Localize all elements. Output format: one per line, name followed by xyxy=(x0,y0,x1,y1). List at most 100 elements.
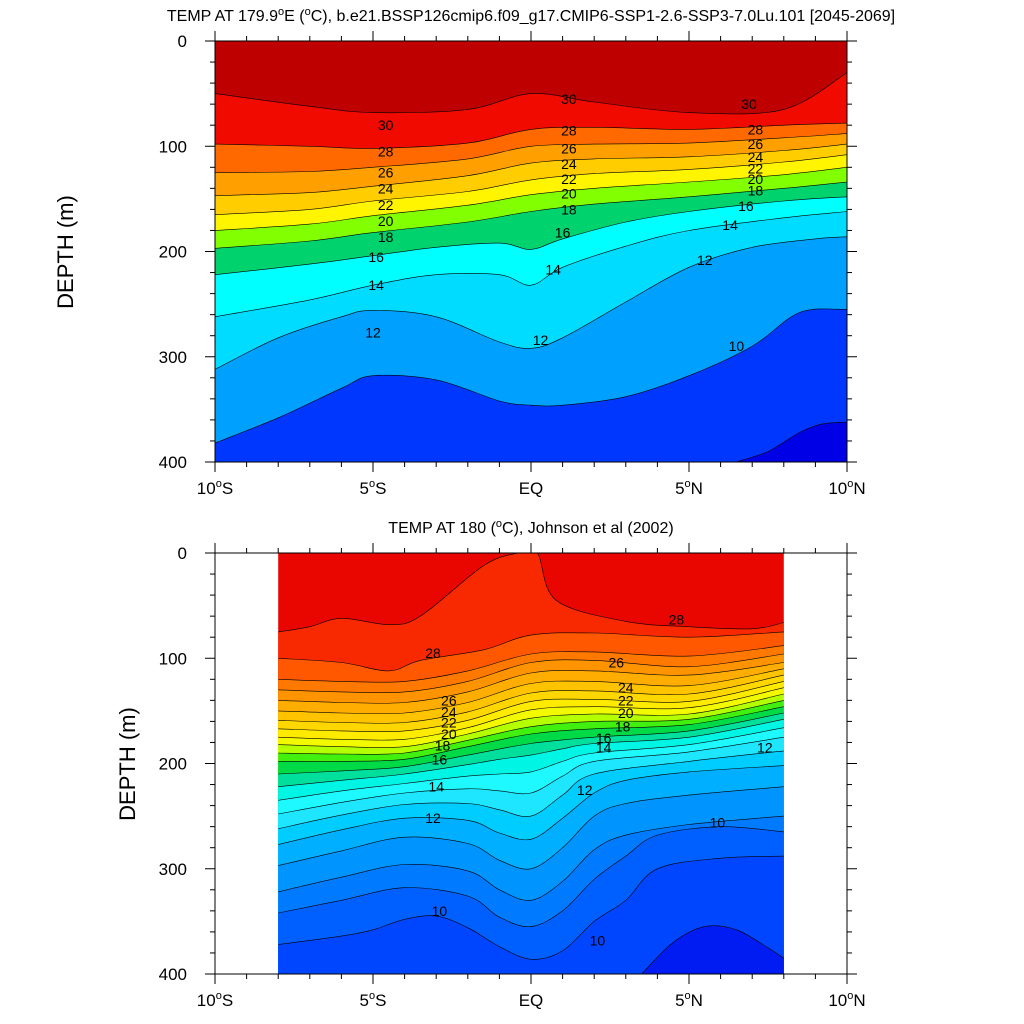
y-tick-label: 300 xyxy=(159,348,187,367)
x-tick-label: 10oS xyxy=(197,990,233,1010)
contour-label: 26 xyxy=(748,136,764,152)
isotherm-14 xyxy=(278,736,784,815)
contour-label: 10 xyxy=(710,814,726,830)
x-tick-label: 10oN xyxy=(828,990,865,1010)
contour-label: 14 xyxy=(545,261,561,277)
contour-label: 26 xyxy=(561,140,577,156)
contour-label: 30 xyxy=(741,96,757,112)
x-tick-label: EQ xyxy=(519,991,544,1010)
y-tick-label: 200 xyxy=(159,243,187,262)
contour-label: 14 xyxy=(368,277,384,293)
x-tick-label: 5oS xyxy=(360,478,387,498)
contour-band-9 xyxy=(641,925,784,974)
contour-band-8 xyxy=(736,422,847,462)
contour-label: 28 xyxy=(561,122,577,138)
x-tick-label: 5oN xyxy=(675,478,703,498)
contour-label: 22 xyxy=(441,714,457,730)
contour-label: 20 xyxy=(561,186,577,202)
contour-label: 28 xyxy=(669,611,685,627)
contour-label: 24 xyxy=(618,680,634,696)
isotherm-13 xyxy=(278,750,784,830)
contour-label: 24 xyxy=(561,156,577,172)
contour-label: 26 xyxy=(441,692,457,708)
chart-2-ticks xyxy=(205,543,857,984)
chart-1-x-tick-labels: 10oS 5oS EQ 5oN 10oN xyxy=(197,478,866,498)
contour-label: 26 xyxy=(378,165,394,181)
contour-label: 22 xyxy=(748,160,764,176)
contour-label: 20 xyxy=(748,171,764,187)
contour-label: 14 xyxy=(722,217,738,233)
isotherm-9 xyxy=(641,925,784,974)
contour-label: 22 xyxy=(561,171,577,187)
y-tick-label: 0 xyxy=(178,32,187,51)
isotherm-23 xyxy=(278,674,784,724)
contour-label: 12 xyxy=(577,782,593,798)
isotherm-11 xyxy=(278,786,784,870)
isotherm-26 xyxy=(278,653,784,694)
contour-label: 18 xyxy=(615,719,631,735)
contour-label: 30 xyxy=(561,91,577,107)
x-tick-label: EQ xyxy=(519,479,544,498)
y-tick-label: 100 xyxy=(159,649,187,668)
isotherm-30 xyxy=(215,72,847,115)
chart-1-y-axis-label: DEPTH (m) xyxy=(53,195,78,309)
contour-label: 24 xyxy=(748,149,764,165)
contour-label: 28 xyxy=(425,645,441,661)
y-tick-label: 300 xyxy=(159,860,187,879)
isotherm-8 xyxy=(736,421,847,462)
isotherm-22 xyxy=(215,154,847,215)
isotherm-21 xyxy=(278,687,784,741)
y-tick-label: 400 xyxy=(159,965,187,984)
contour-label: 10 xyxy=(729,338,745,354)
chart-2-contour-fills xyxy=(278,553,784,974)
contour-label: 24 xyxy=(378,180,394,196)
contour-band-10 xyxy=(215,308,847,462)
chart-2-y-axis-label: DEPTH (m) xyxy=(115,707,140,821)
contour-label: 26 xyxy=(609,654,625,670)
chart-2-x-tick-labels: 10oS 5oS EQ 5oN 10oN xyxy=(197,990,866,1010)
contour-label: 30 xyxy=(378,117,394,133)
isotherm-25 xyxy=(278,662,784,704)
isotherm-22 xyxy=(278,681,784,733)
chart-1-title: TEMP AT 179.9oE (oC), b.e21.BSSP126cmip6… xyxy=(167,6,895,25)
y-tick-label: 0 xyxy=(178,544,187,563)
isotherm-19 xyxy=(278,700,784,755)
y-tick-label: 100 xyxy=(159,137,187,156)
contour-label: 16 xyxy=(368,249,384,265)
contour-label: 12 xyxy=(697,252,713,268)
contour-label: 16 xyxy=(432,751,448,767)
isotherm-20 xyxy=(215,167,847,231)
chart-1-contour-fills xyxy=(215,41,847,462)
isotherm-27 xyxy=(278,645,784,683)
contour-label: 16 xyxy=(738,198,754,214)
x-tick-label: 10oS xyxy=(197,478,233,498)
contour-label: 12 xyxy=(425,810,441,826)
chart-1-contour-lines xyxy=(215,72,847,462)
contour-label: 22 xyxy=(378,197,394,213)
contour-label: 18 xyxy=(435,738,451,754)
contour-label: 20 xyxy=(618,705,634,721)
contour-label: 10 xyxy=(432,903,448,919)
x-tick-label: 10oN xyxy=(828,478,865,498)
isotherm-18 xyxy=(278,706,784,762)
contour-label: 20 xyxy=(378,213,394,229)
contour-label: 14 xyxy=(428,779,444,795)
chart-1-contour-labels: 3028262422201816141230282624222018161412… xyxy=(365,91,763,354)
contour-label: 28 xyxy=(748,121,764,137)
isotherm-15 xyxy=(278,727,784,801)
contour-label: 24 xyxy=(441,704,457,720)
contour-label: 12 xyxy=(757,740,773,756)
isotherm-10.5 xyxy=(278,815,784,901)
contour-label: 10 xyxy=(590,932,606,948)
contour-label: 18 xyxy=(748,182,764,198)
contour-label: 18 xyxy=(378,229,394,245)
isotherm-18 xyxy=(215,181,847,249)
chart-panel-2: TEMP AT 180 (oC), Johnson et al (2002) 2… xyxy=(115,518,866,1010)
chart-2-y-tick-labels: 0 100 200 300 400 xyxy=(159,544,187,984)
isotherm-24 xyxy=(278,668,784,715)
y-tick-label: 200 xyxy=(159,755,187,774)
isotherm-10 xyxy=(215,308,847,444)
isotherm-14 xyxy=(215,211,847,318)
isotherm-20 xyxy=(278,693,784,749)
